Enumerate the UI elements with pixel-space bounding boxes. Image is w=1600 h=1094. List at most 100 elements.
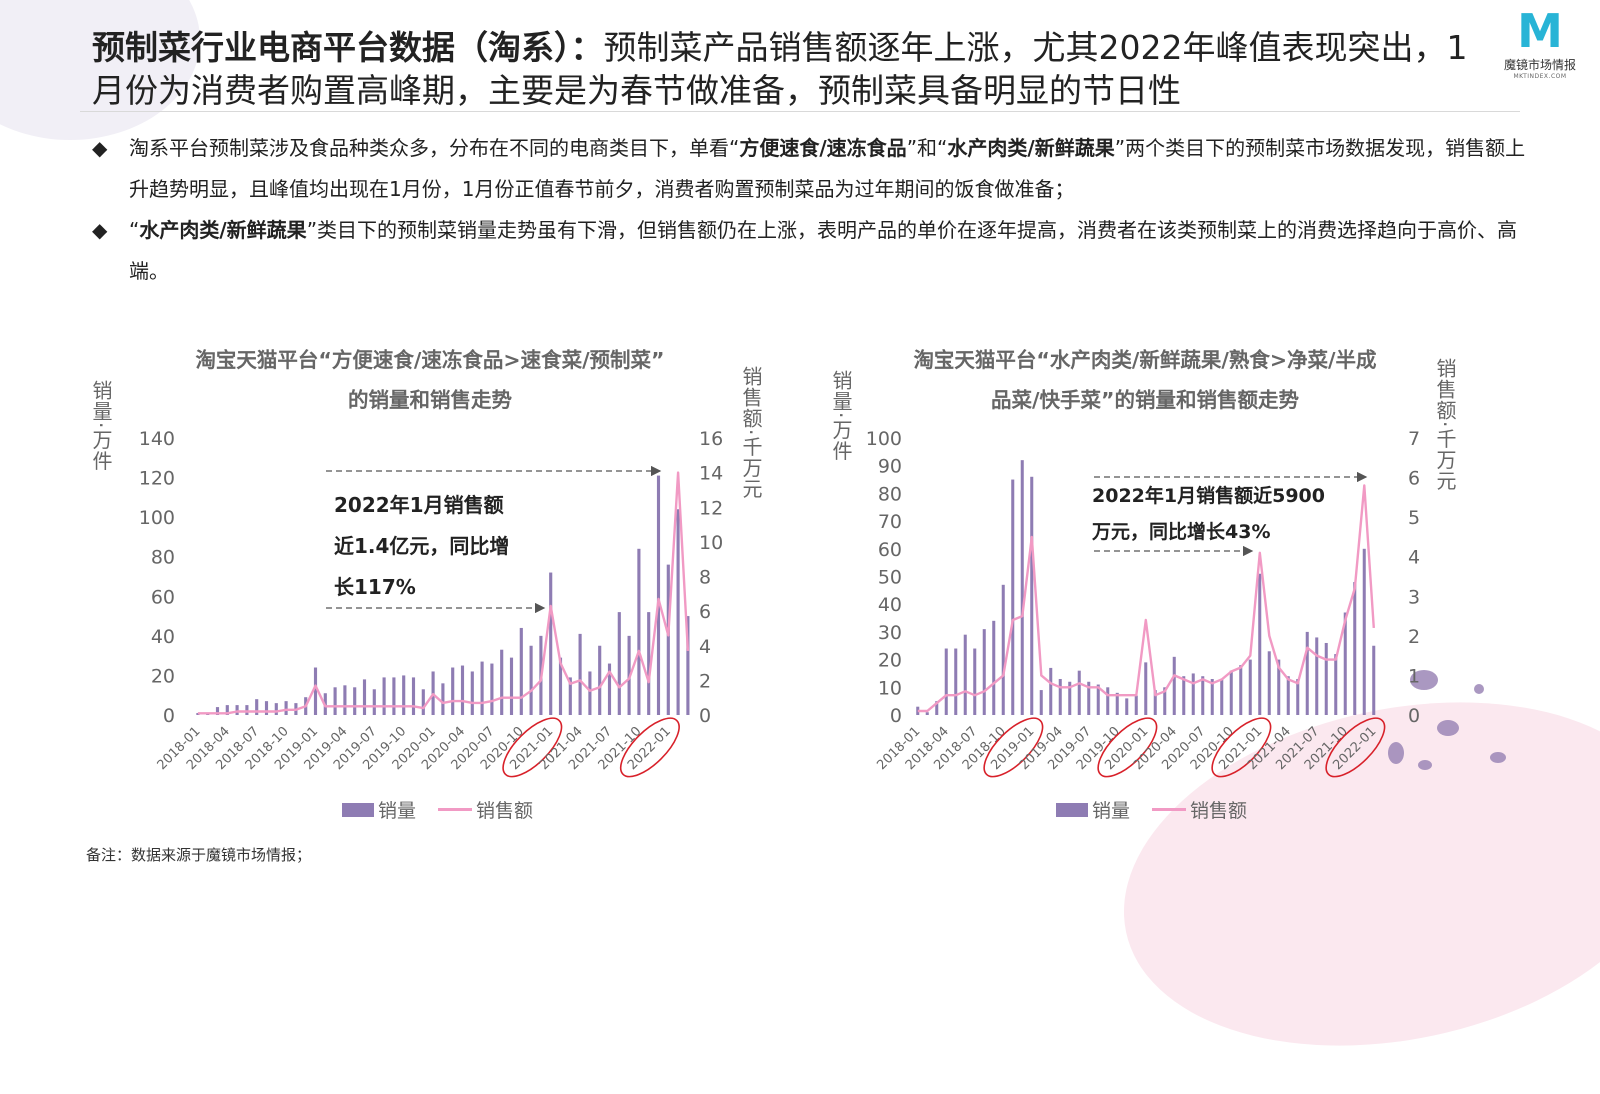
chart-2: 淘宝天猫平台“水产肉类/新鲜蔬果/熟食>净菜/半成 品菜/快手菜”的销量和销售额… [810, 330, 1510, 850]
circle-highlight [502, 717, 563, 778]
y-tick-left: 20 [878, 650, 902, 672]
bar [666, 564, 670, 715]
bar [460, 665, 465, 715]
bar [196, 713, 200, 715]
y-tick-left: 80 [878, 483, 902, 505]
legend-bar-swatch [342, 802, 374, 817]
bar [1020, 460, 1024, 715]
y-tick-right: 0 [699, 705, 711, 727]
bar [1362, 548, 1366, 715]
y-tick-right: 16 [699, 428, 723, 450]
bar [973, 648, 977, 715]
bar [686, 616, 690, 715]
bar [362, 679, 367, 715]
bullet-emphasis: 方便速食/速冻食品 [739, 136, 907, 160]
bar [1267, 651, 1271, 715]
y-tick-left: 20 [151, 665, 175, 687]
sales-line [917, 484, 1375, 713]
bar [1087, 681, 1091, 715]
bar [500, 649, 504, 715]
bar [1201, 676, 1205, 715]
bar [470, 671, 474, 715]
bar [617, 612, 621, 715]
page-title-bold: 预制菜行业电商平台数据（淘系）： [92, 28, 604, 67]
y-tick-right: 3 [1408, 586, 1420, 608]
bar [588, 671, 592, 715]
bar [313, 667, 318, 715]
diamond-bullet-icon: ◆ [92, 218, 108, 242]
y-tick-left: 10 [878, 677, 902, 699]
bar [1172, 656, 1176, 715]
bar [1353, 582, 1357, 715]
bar [1125, 698, 1129, 715]
legend-label: 销量 [378, 800, 417, 822]
bar [1049, 667, 1053, 715]
footnote: 备注：数据来源于魔镜市场情报； [86, 846, 312, 864]
bar [1011, 479, 1015, 715]
bar [1334, 654, 1338, 715]
chart-title: 淘宝天猫平台“方便速食/速冻食品>速食菜/预制菜” 的销量和销售走势 [140, 340, 720, 420]
circle-highlight [983, 717, 1044, 778]
annotation-line: 长117% [334, 575, 416, 599]
bar [1058, 678, 1062, 715]
bar [1277, 659, 1281, 715]
bar [1324, 642, 1328, 715]
y-tick-left: 140 [139, 428, 175, 450]
bar [944, 648, 948, 715]
bar [1096, 684, 1100, 715]
y-tick-right: 7 [1408, 428, 1420, 450]
bar [1248, 659, 1252, 715]
bar [441, 683, 445, 715]
bar [1315, 637, 1319, 715]
bullet-item: ◆ “水产肉类/新鲜蔬果”类目下的预制菜销量走势虽有下滑，但销售额仍在上涨，表明… [92, 210, 1532, 292]
bar [1134, 695, 1138, 715]
bar [1305, 631, 1309, 715]
bar [225, 705, 229, 715]
bar [1163, 687, 1167, 715]
bar [1106, 687, 1110, 715]
bar [411, 677, 416, 715]
circle-highlight [619, 717, 680, 778]
bar [982, 629, 986, 715]
bar [992, 620, 996, 715]
legend-line-swatch [1152, 808, 1187, 811]
bar [215, 707, 220, 715]
y-tick-left: 70 [878, 511, 902, 533]
y-tick-right: 0 [1408, 705, 1420, 727]
bar [1229, 670, 1233, 715]
bullet-emphasis: 水产肉类/新鲜蔬果 [947, 136, 1115, 160]
bar [1039, 690, 1043, 715]
bar [529, 645, 533, 715]
bar [1296, 678, 1300, 715]
chart-legend: 销量 销售额 [1056, 796, 1247, 823]
bar [558, 657, 563, 715]
bar [1343, 612, 1347, 715]
y-tick-right: 12 [699, 497, 723, 519]
y-tick-left: 50 [878, 567, 902, 589]
bar [568, 677, 572, 715]
y-tick-left: 30 [878, 622, 902, 644]
annotation-line: 2022年1月销售额近5900 [1092, 485, 1325, 507]
bar [925, 712, 929, 715]
bar [421, 689, 425, 715]
chart-title-line: 品菜/快手菜”的销量和销售额走势 [991, 388, 1299, 412]
bar [1077, 670, 1081, 715]
chart-annotation: 2022年1月销售额 近1.4亿元，同比增 长117% [334, 485, 509, 608]
decorative-blob [1490, 752, 1506, 763]
bar [372, 689, 376, 715]
logo-mark: M [1517, 4, 1563, 58]
y-axis-left-label: 销量·万件 [829, 370, 853, 462]
bar [235, 705, 239, 715]
bar [353, 687, 357, 715]
chart-2-plot: 0102030405060708090100012345672018-01201… [866, 428, 1420, 778]
y-tick-left: 40 [151, 626, 175, 648]
bullet-list: ◆ 淘系平台预制菜涉及食品种类众多，分布在不同的电商类目下，单看“方便速食/速冻… [92, 128, 1532, 292]
circle-highlight [1211, 717, 1272, 778]
y-tick-right: 4 [1408, 547, 1420, 569]
bar [1182, 676, 1186, 715]
legend-line-swatch [438, 808, 473, 811]
annotation-line: 2022年1月销售额 [334, 493, 504, 517]
logo-name: 魔镜市场情报 [1503, 58, 1576, 72]
chart-1: 淘宝天猫平台“方便速食/速冻食品>速食菜/预制菜” 的销量和销售走势 销量·万件… [80, 330, 810, 850]
decorative-blob [1388, 742, 1404, 764]
